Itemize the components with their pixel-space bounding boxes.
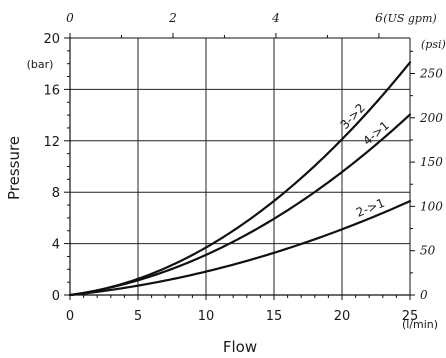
y-secondary-tick-label: 0 [420, 288, 428, 302]
x-secondary-tick-label: 4 [271, 11, 280, 25]
y-secondary-tick-label: 50 [420, 244, 436, 258]
y-tick-label: 20 [43, 32, 60, 47]
y-tick-label: 8 [52, 186, 60, 201]
series-line [68, 200, 412, 297]
axis-labels: Pressure Flow (bar) (l/min) (US gpm) (ps… [5, 12, 446, 356]
x-tick-label: 5 [134, 309, 142, 324]
x-axis-title: Flow [223, 338, 257, 356]
x-tick-label: 25 [402, 309, 419, 324]
y-axis-title: Pressure [5, 136, 23, 200]
x-secondary-tick-label: 0 [66, 11, 74, 25]
x-tick-label: 0 [66, 309, 74, 324]
series-line [68, 61, 412, 297]
y-secondary-tick-label: 250 [419, 67, 443, 81]
x-secondary-tick-label: 6 [375, 11, 383, 25]
y-secondary-tick-label: 150 [420, 155, 443, 169]
x-axis-unit: (l/min) [402, 318, 438, 331]
y-tick-label: 0 [52, 289, 60, 304]
y-tick-label: 16 [43, 83, 60, 98]
x-tick-label: 10 [198, 309, 215, 324]
y-secondary-tick-label: 100 [420, 199, 443, 213]
x-tick-label: 20 [334, 309, 351, 324]
y-secondary-unit: (psi) [421, 38, 446, 51]
series-label: 2->1 [354, 196, 387, 220]
x-tick-label: 15 [266, 309, 283, 324]
x-secondary-unit: (US gpm) [383, 12, 436, 25]
grid-lines [69, 37, 411, 296]
series-line [68, 113, 412, 297]
y-axis-unit: (bar) [27, 58, 54, 71]
y-tick-label: 4 [52, 238, 60, 253]
series-curves: 3->24->12->1 [68, 61, 412, 297]
y-secondary-tick-label: 200 [419, 111, 443, 125]
y-tick-label: 12 [43, 135, 60, 150]
x-secondary-tick-label: 2 [168, 11, 177, 25]
